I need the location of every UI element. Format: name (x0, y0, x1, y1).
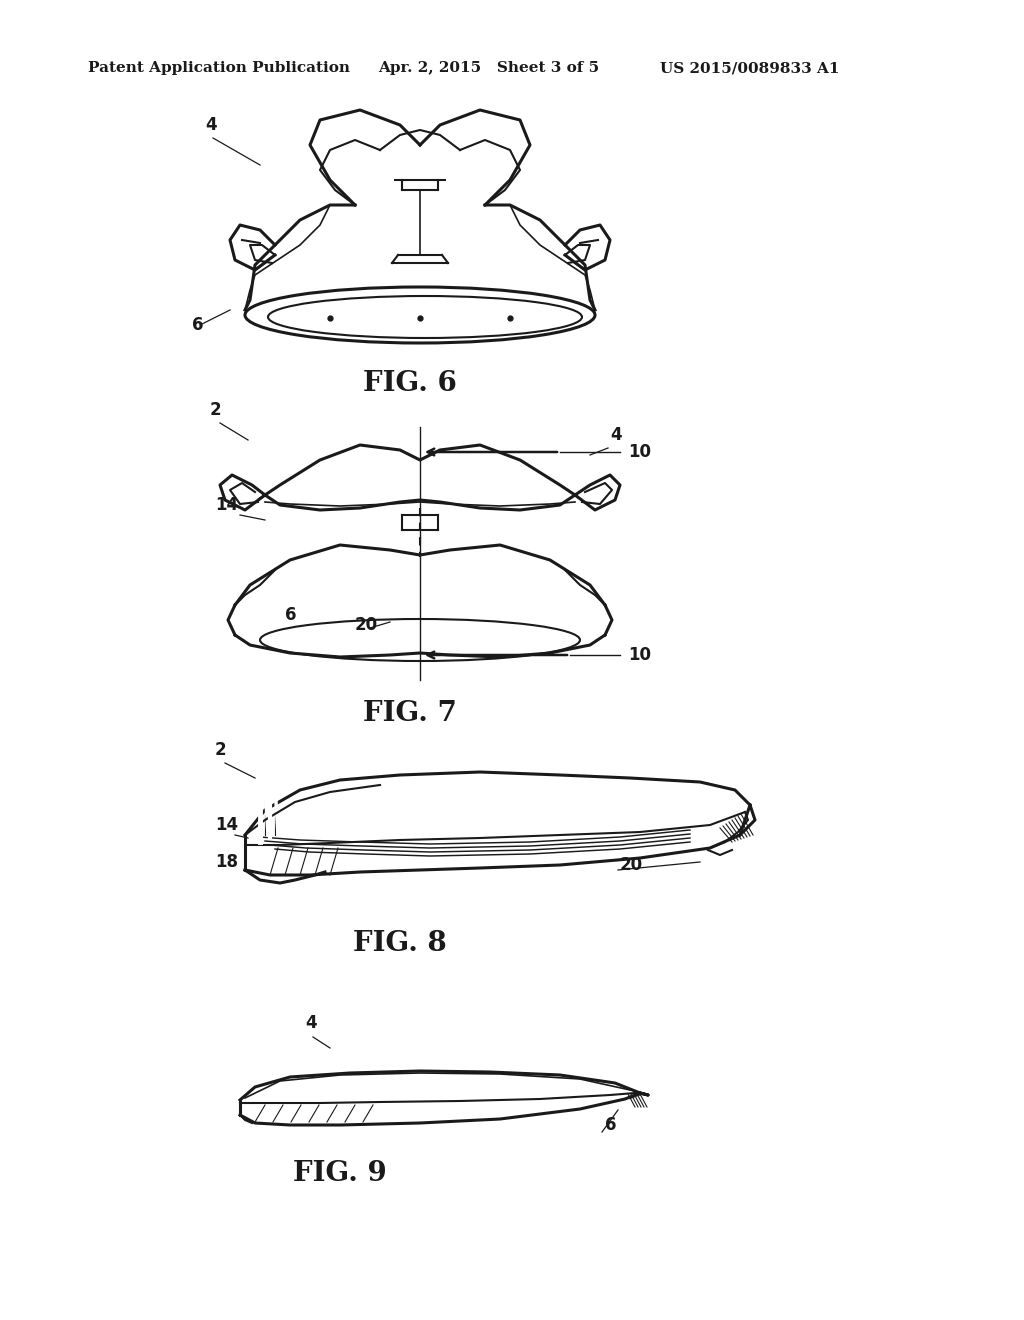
Text: 10: 10 (628, 645, 651, 664)
Text: FIG. 9: FIG. 9 (293, 1160, 387, 1187)
Text: 20: 20 (620, 855, 643, 874)
Text: FIG. 8: FIG. 8 (353, 931, 446, 957)
Text: FIG. 6: FIG. 6 (364, 370, 457, 397)
Text: 18: 18 (215, 853, 238, 871)
Text: 2: 2 (210, 401, 221, 418)
Text: 10: 10 (628, 444, 651, 461)
Text: 14: 14 (215, 816, 239, 834)
Text: 4: 4 (305, 1014, 316, 1032)
Text: 4: 4 (610, 426, 622, 444)
Text: US 2015/0089833 A1: US 2015/0089833 A1 (660, 61, 840, 75)
Text: 2: 2 (215, 741, 226, 759)
Text: 20: 20 (355, 616, 378, 634)
Text: 6: 6 (285, 606, 297, 624)
Text: Apr. 2, 2015   Sheet 3 of 5: Apr. 2, 2015 Sheet 3 of 5 (378, 61, 599, 75)
Text: Patent Application Publication: Patent Application Publication (88, 61, 350, 75)
Text: 14: 14 (215, 496, 239, 513)
Text: FIG. 7: FIG. 7 (364, 700, 457, 727)
Text: 4: 4 (205, 116, 217, 135)
Text: 6: 6 (193, 315, 204, 334)
Text: 6: 6 (605, 1115, 616, 1134)
